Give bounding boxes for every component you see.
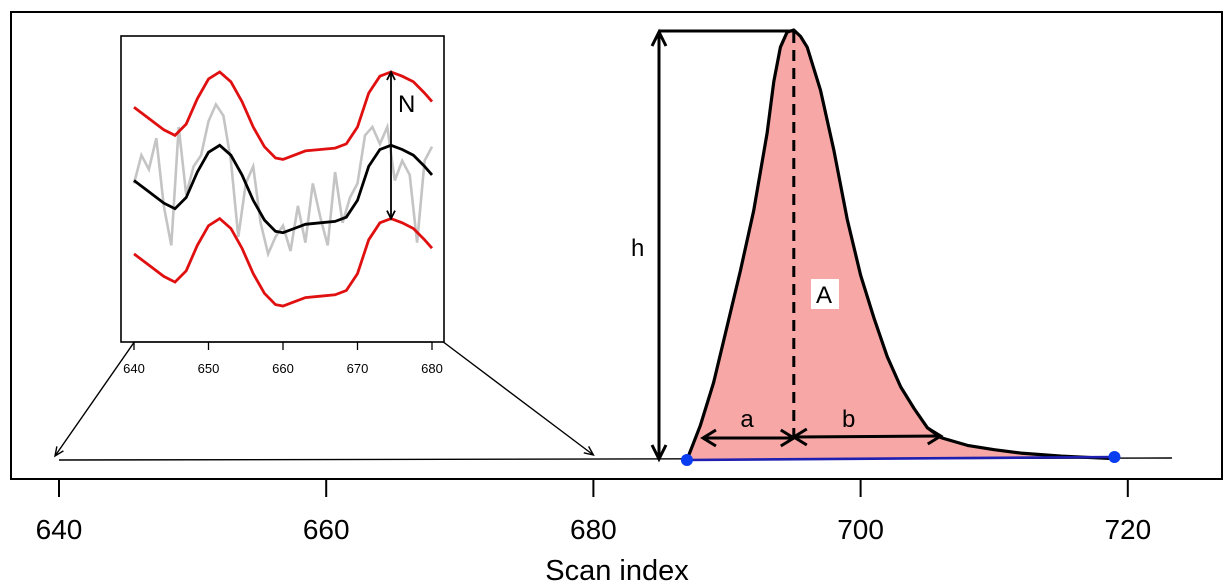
peak-end-point — [1108, 451, 1121, 463]
x-axis-title: Scan index — [545, 555, 689, 586]
inset-x-axis: 640 650 660 670 680 — [123, 341, 443, 376]
inset-plot: 640 650 660 670 680 N — [120, 35, 445, 376]
area-label: A — [816, 282, 832, 309]
width-b-head-right — [926, 426, 944, 446]
x-tick-label: 720 — [1104, 514, 1151, 545]
height-label: h — [631, 235, 644, 262]
zoom-arrow-head-left — [54, 446, 64, 458]
x-tick-label: 680 — [570, 514, 617, 545]
main-x-axis: 640 660 680 700 720 — [36, 478, 1151, 545]
zoom-line-left — [54, 340, 136, 457]
main-plot: h a b A — [58, 28, 1172, 466]
inset-frame — [120, 35, 445, 343]
inset-raw-signal — [132, 101, 434, 258]
inset-tick-label: 670 — [347, 361, 369, 376]
inset-tick-label: 650 — [198, 361, 220, 376]
inset-signal — [132, 70, 434, 308]
inset-tick-label: 680 — [421, 361, 443, 376]
inset-lower-band — [133, 216, 434, 308]
peak-outline — [685, 28, 1115, 461]
area-label-box — [811, 279, 839, 309]
width-b-arrow — [793, 434, 941, 439]
width-b-label: b — [842, 406, 855, 433]
width-a-label: a — [740, 406, 754, 433]
noise-label: N — [398, 91, 415, 118]
peak-start-point — [680, 454, 693, 466]
width-b-head-left — [790, 427, 808, 447]
noise-arrow-head-bottom — [386, 210, 396, 221]
inset-upper-band — [133, 70, 434, 161]
inset-smoothed-signal — [133, 143, 434, 235]
zoom-arrow-head-right — [583, 446, 595, 457]
inset-tick-label: 640 — [123, 361, 145, 376]
x-tick-label: 700 — [837, 514, 884, 545]
peak-baseline — [686, 455, 1115, 462]
zoom-indicator — [54, 340, 595, 458]
x-tick-label: 640 — [36, 514, 83, 545]
inset-tick-label: 660 — [272, 361, 294, 376]
height-arrow-head-bottom — [650, 444, 668, 463]
noise-arrow-head-top — [386, 69, 396, 81]
height-arrow-head-top — [650, 28, 668, 47]
peak-area — [686, 30, 1115, 460]
noise-amplitude-marker — [386, 69, 396, 221]
zoom-line-right — [441, 340, 594, 456]
x-tick-label: 660 — [303, 514, 350, 545]
width-a-head-left — [700, 428, 717, 448]
